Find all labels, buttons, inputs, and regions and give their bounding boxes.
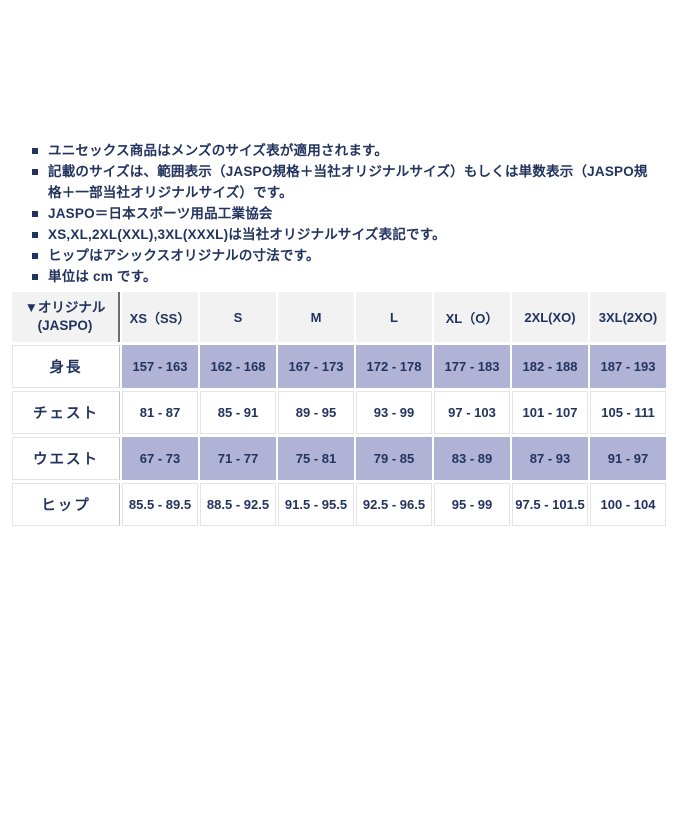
table-row-height: 身長 157 - 163 162 - 168 167 - 173 172 - 1… [12,345,666,388]
size-cell: 157 - 163 [122,345,198,388]
note-text: JASPO＝日本スポーツ用品工業協会 [48,206,273,221]
size-cell: 79 - 85 [356,437,432,480]
size-cell: 81 - 87 [122,391,198,434]
size-standard-dropdown-line1: ▼オリジナル [24,300,106,316]
row-label-waist: ウエスト [12,437,120,480]
note-item: 記載のサイズは、範囲表示（JASPO規格＋当社オリジナルサイズ）もしくは単数表示… [30,161,658,203]
size-cell: 182 - 188 [512,345,588,388]
row-label-hip: ヒップ [12,483,120,526]
size-cell: 67 - 73 [122,437,198,480]
size-cell: 89 - 95 [278,391,354,434]
size-cell: 92.5 - 96.5 [356,483,432,526]
column-header-xl-o: XL（O） [434,292,510,342]
note-item: ユニセックス商品はメンズのサイズ表が適用されます。 [30,140,658,161]
size-cell: 187 - 193 [590,345,666,388]
size-cell: 162 - 168 [200,345,276,388]
bullet-square-icon [32,148,38,154]
bullet-square-icon [32,169,38,175]
column-header-l: L [356,292,432,342]
table-row-hip: ヒップ 85.5 - 89.5 88.5 - 92.5 91.5 - 95.5 … [12,483,666,526]
size-cell: 85 - 91 [200,391,276,434]
note-text: ユニセックス商品はメンズのサイズ表が適用されます。 [48,143,389,158]
size-standard-dropdown[interactable]: ▼オリジナル (JASPO) [12,292,120,342]
row-label-chest: チェスト [12,391,120,434]
column-header-s: S [200,292,276,342]
size-cell: 167 - 173 [278,345,354,388]
table-row-waist: ウエスト 67 - 73 71 - 77 75 - 81 79 - 85 83 … [12,437,666,480]
size-cell: 88.5 - 92.5 [200,483,276,526]
size-cell: 83 - 89 [434,437,510,480]
size-cell: 97 - 103 [434,391,510,434]
bullet-square-icon [32,253,38,259]
size-cell: 177 - 183 [434,345,510,388]
size-cell: 100 - 104 [590,483,666,526]
size-cell: 93 - 99 [356,391,432,434]
size-standard-dropdown-line2: (JASPO) [37,318,93,333]
bullet-square-icon [32,232,38,238]
size-cell: 75 - 81 [278,437,354,480]
column-header-2xl-xo: 2XL(XO) [512,292,588,342]
size-cell: 101 - 107 [512,391,588,434]
size-cell: 105 - 111 [590,391,666,434]
size-cell: 71 - 77 [200,437,276,480]
row-label-height: 身長 [12,345,120,388]
note-text: ヒップはアシックスオリジナルの寸法です。 [48,248,320,263]
size-cell: 85.5 - 89.5 [122,483,198,526]
note-text: 単位は cm です。 [48,269,157,284]
size-cell: 97.5 - 101.5 [512,483,588,526]
table-row-chest: チェスト 81 - 87 85 - 91 89 - 95 93 - 99 97 … [12,391,666,434]
column-header-xs-ss: XS（SS） [122,292,198,342]
size-cell: 91 - 97 [590,437,666,480]
notes-list: ユニセックス商品はメンズのサイズ表が適用されます。 記載のサイズは、範囲表示（J… [30,140,658,287]
note-text: XS,XL,2XL(XXL),3XL(XXXL)は当社オリジナルサイズ表記です。 [48,227,446,242]
bullet-square-icon [32,274,38,280]
size-cell: 91.5 - 95.5 [278,483,354,526]
column-header-m: M [278,292,354,342]
note-text: 記載のサイズは、範囲表示（JASPO規格＋当社オリジナルサイズ）もしくは単数表示… [48,164,648,200]
size-cell: 87 - 93 [512,437,588,480]
note-item: JASPO＝日本スポーツ用品工業協会 [30,203,658,224]
note-item: ヒップはアシックスオリジナルの寸法です。 [30,245,658,266]
note-item: 単位は cm です。 [30,266,658,287]
note-item: XS,XL,2XL(XXL),3XL(XXXL)は当社オリジナルサイズ表記です。 [30,224,658,245]
size-cell: 95 - 99 [434,483,510,526]
bullet-square-icon [32,211,38,217]
size-chart-table: ▼オリジナル (JASPO) XS（SS） S M L XL（O） 2XL(XO… [10,289,668,529]
header-row: ▼オリジナル (JASPO) XS（SS） S M L XL（O） 2XL(XO… [12,292,666,342]
column-header-3xl-2xo: 3XL(2XO) [590,292,666,342]
size-cell: 172 - 178 [356,345,432,388]
